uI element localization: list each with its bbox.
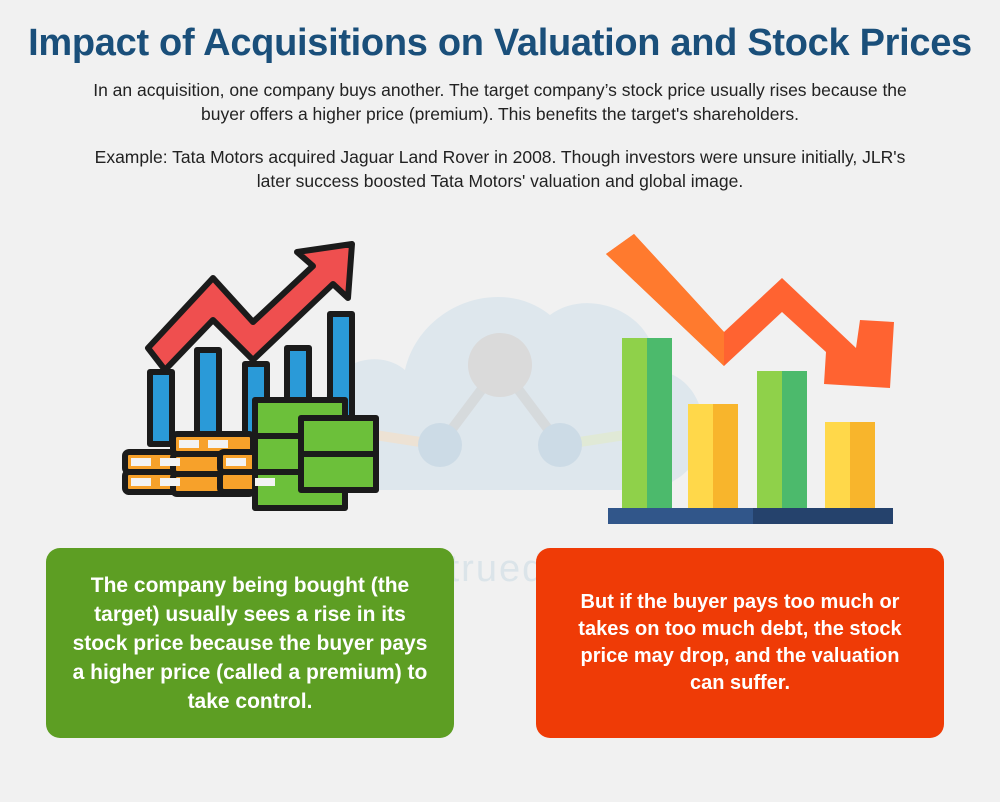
page-title: Impact of Acquisitions on Valuation and …: [28, 22, 972, 64]
intro-text: In an acquisition, one company buys anot…: [93, 80, 907, 124]
target-rise-card: The company being bought (the target) us…: [46, 548, 454, 738]
overpay-drop-card: But if the buyer pays too much or takes …: [536, 548, 944, 738]
cloud-logo-watermark-icon: [296, 296, 704, 490]
stock-decline-icon: [606, 234, 894, 524]
overpay-drop-text: But if the buyer pays too much or takes …: [578, 591, 902, 694]
example-text: Example: Tata Motors acquired Jaguar Lan…: [94, 147, 906, 191]
target-rise-text: The company being bought (the target) us…: [72, 573, 428, 713]
stock-growth-icon: [122, 241, 379, 511]
